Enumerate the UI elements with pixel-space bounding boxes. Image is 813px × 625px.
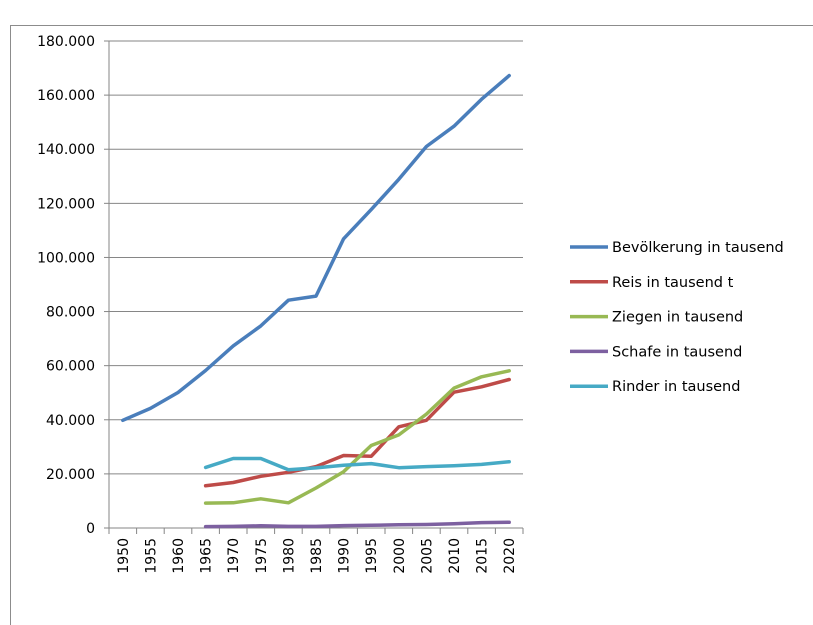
series-line-0 bbox=[123, 76, 509, 421]
x-tick-label: 2000 bbox=[392, 538, 408, 574]
x-tick-label: 2015 bbox=[475, 538, 491, 574]
x-tick-label: 1970 bbox=[226, 538, 242, 574]
y-tick-label: 160.000 bbox=[37, 88, 95, 104]
y-axis-ticks: 0 20.000 40.000 60.000 80.000 100.000 120.000 1… bbox=[37, 34, 109, 537]
legend-label: Schafe in tausend bbox=[612, 344, 742, 360]
x-tick-label: 1955 bbox=[143, 538, 159, 574]
y-tick-label: 40.000 bbox=[46, 413, 95, 429]
legend: Bevölkerung in tausend Reis in tausend t Z… bbox=[570, 240, 784, 395]
legend-item: Bevölkerung in tausend bbox=[570, 240, 784, 256]
x-tick-label: 2020 bbox=[502, 538, 518, 574]
legend-label: Rinder in tausend bbox=[612, 379, 740, 395]
legend-item: Rinder in tausend bbox=[570, 379, 740, 395]
legend-label: Ziegen in tausend bbox=[612, 310, 743, 326]
y-tick-label: 20.000 bbox=[46, 467, 95, 483]
x-tick-label: 1980 bbox=[281, 538, 297, 574]
x-axis-ticks: 1950 1955 1960 1965 1970 1975 1980 1985 1990 1995… bbox=[109, 528, 523, 574]
y-tick-label: 120.000 bbox=[37, 196, 95, 212]
legend-label: Bevölkerung in tausend bbox=[612, 240, 784, 256]
series-line-1 bbox=[206, 380, 510, 486]
y-tick-label: 180.000 bbox=[37, 34, 95, 50]
x-tick-label: 1995 bbox=[364, 538, 380, 574]
x-tick-label: 1960 bbox=[171, 538, 187, 574]
y-tick-label: 140.000 bbox=[37, 142, 95, 158]
x-tick-label: 1965 bbox=[199, 538, 215, 574]
line-chart: 0 20.000 40.000 60.000 80.000 100.000 120.000 1… bbox=[0, 0, 813, 608]
y-tick-label: 100.000 bbox=[37, 250, 95, 266]
y-tick-label: 0 bbox=[86, 521, 95, 537]
gridlines bbox=[109, 41, 523, 474]
series-lines bbox=[123, 76, 510, 527]
x-tick-label: 1990 bbox=[337, 538, 353, 574]
x-tick-label: 2010 bbox=[447, 538, 463, 574]
x-tick-label: 1950 bbox=[116, 538, 132, 574]
y-tick-label: 80.000 bbox=[46, 305, 95, 321]
legend-item: Reis in tausend t bbox=[570, 275, 734, 291]
x-tick-label: 2005 bbox=[419, 538, 435, 574]
legend-item: Ziegen in tausend bbox=[570, 310, 743, 326]
x-tick-label: 1975 bbox=[254, 538, 270, 574]
legend-item: Schafe in tausend bbox=[570, 344, 742, 360]
legend-label: Reis in tausend t bbox=[612, 275, 734, 291]
series-line-3 bbox=[206, 522, 510, 526]
y-tick-label: 60.000 bbox=[46, 359, 95, 375]
x-tick-label: 1985 bbox=[309, 538, 325, 574]
